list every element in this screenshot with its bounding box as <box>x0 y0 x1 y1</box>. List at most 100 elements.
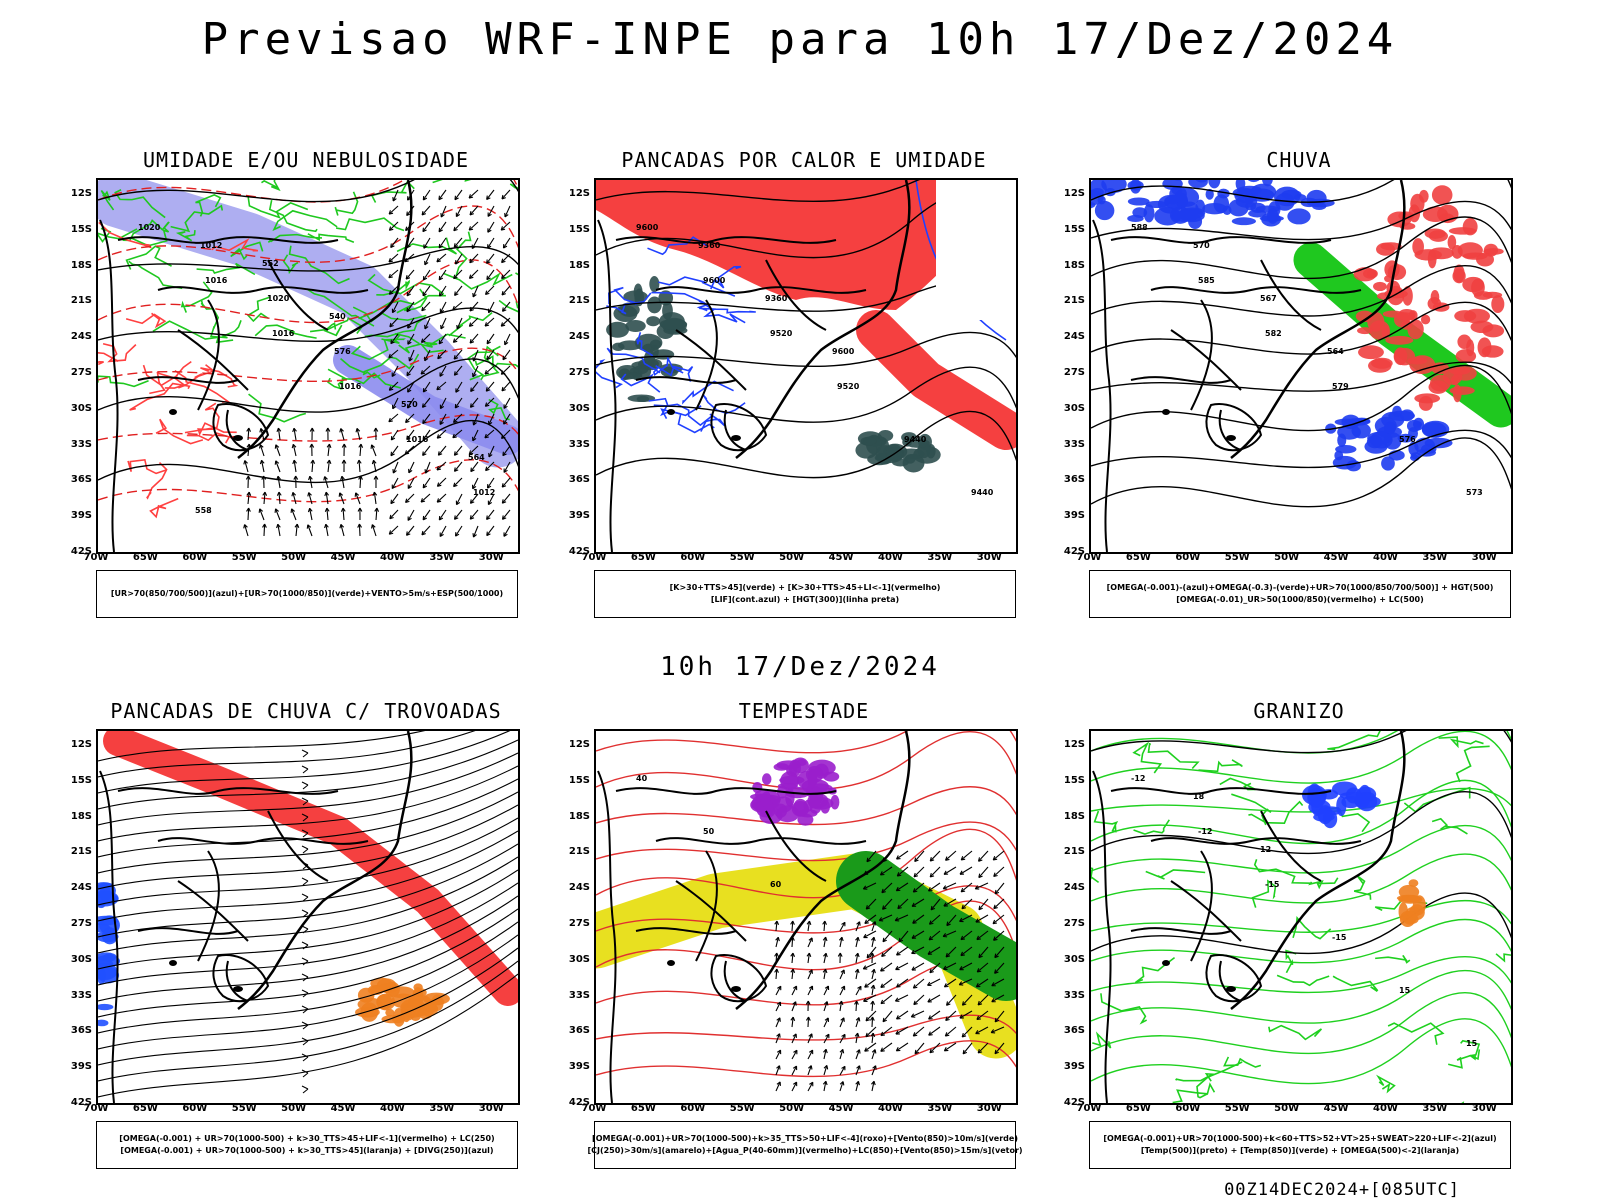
lat-tick-label: 21S <box>568 295 590 307</box>
lon-tick-label: 55W <box>729 552 755 563</box>
instability-red-band <box>856 310 1016 450</box>
thermal-dark-green-south <box>855 430 941 473</box>
lat-tick-label: 30S <box>568 953 590 965</box>
contour-label: 9360 <box>698 241 721 250</box>
contour-label: 567 <box>1260 294 1277 303</box>
lat-tick-label: 27S <box>70 918 92 929</box>
contour-label: 15 <box>1466 1039 1478 1048</box>
pressure-contours <box>98 180 518 484</box>
lat-tick-label: 12S <box>70 739 92 750</box>
contour-label: 1012 <box>473 488 495 497</box>
lat-tick-label: 33S <box>568 989 590 1001</box>
wind-vectors <box>388 189 511 538</box>
contour-label: 552 <box>262 259 279 268</box>
lat-tick-label: 27S <box>568 367 590 378</box>
contour-label: 576 <box>1399 435 1416 444</box>
contour-label: -15 <box>1265 880 1280 889</box>
lat-tick-label: 39S <box>568 1061 590 1073</box>
humidity-mid-levels-blue <box>98 180 518 468</box>
thickness-red-wiggles <box>98 221 259 519</box>
contour-label: 564 <box>1327 347 1344 356</box>
contour-label: 9440 <box>904 435 927 444</box>
temp500-contours-black <box>1091 731 1511 955</box>
wind850-green <box>836 851 1016 1001</box>
lat-tick-label: 18S <box>568 810 590 822</box>
lat-tick-label: 18S <box>1063 259 1085 271</box>
lon-tick-label: 60W <box>182 1103 208 1114</box>
lat-tick-label: 42S <box>70 546 92 557</box>
lat-tick-label: 21S <box>568 846 590 858</box>
lon-tick-label: 40W <box>379 1103 405 1114</box>
page-title: Previsao WRF-INPE para 10h 17/Dez/2024 <box>201 14 1399 65</box>
lat-tick-label: 42S <box>568 1097 590 1108</box>
lat-tick-label: 15S <box>70 774 92 786</box>
contour-label: 579 <box>1332 382 1349 391</box>
lat-tick-label: 39S <box>568 510 590 522</box>
lon-tick-label: 30W <box>478 552 504 563</box>
lat-tick-label: 42S <box>1063 546 1085 557</box>
wind850-vectors <box>862 850 1005 1055</box>
coastline-borders <box>99 731 413 1103</box>
contour-label: 9520 <box>837 382 860 391</box>
map-pancadas-trovoadas <box>96 729 520 1105</box>
map-granizo: -12 -12 -15 -15 15 15 18 12 <box>1089 729 1513 1105</box>
lat-tick-label: 36S <box>70 474 92 486</box>
contour-label: 570 <box>1193 241 1210 250</box>
lat-tick-label: 30S <box>70 953 92 965</box>
contour-label: 18 <box>1193 792 1205 801</box>
lat-tick-label: 30S <box>1063 402 1085 414</box>
contour-label: 570 <box>401 400 418 409</box>
coastline-borders <box>1092 731 1406 1103</box>
contour-label: 1016 <box>272 329 295 338</box>
lon-tick-label: 35W <box>1422 552 1448 563</box>
legend-line: [Temp(500)](preto) + [Temp(850)](verde) … <box>1140 1146 1460 1155</box>
lon-tick-label: 35W <box>927 552 953 563</box>
panel-title-tempestade: TEMPESTADE <box>738 699 870 723</box>
wind-vectors-south <box>243 427 380 537</box>
lat-tick-label: 18S <box>1063 810 1085 822</box>
contour-label: 582 <box>1265 329 1282 338</box>
lif-contours-blue <box>596 236 756 434</box>
coastline-borders <box>99 180 413 552</box>
lat-tick-label: 33S <box>1063 989 1085 1001</box>
legend-line: [LIF](cont.azul) + [HGT(300)](linha pret… <box>710 595 900 604</box>
contour-labels: -12 -12 -15 -15 15 15 18 12 <box>1131 774 1478 1048</box>
contour-label: 576 <box>334 347 351 356</box>
contour-label: -15 <box>1332 933 1347 942</box>
lon-tick-label: 35W <box>927 1103 953 1114</box>
hail-blue-area <box>1302 781 1381 829</box>
lon-tick-label: 70W <box>1076 1103 1102 1114</box>
lat-tick-label: 39S <box>1063 1061 1085 1073</box>
lat-tick-label: 15S <box>1063 223 1085 235</box>
lon-tick-label: 30W <box>976 552 1002 563</box>
contour-label: 558 <box>195 506 212 515</box>
lon-tick-label: 65W <box>132 552 158 563</box>
thunderstorm-orange-area <box>355 977 450 1027</box>
coastline-borders <box>1092 180 1406 552</box>
lon-tick-label: 50W <box>1274 552 1300 563</box>
legend-line: [OMEGA(-0.001)+UR>70(1000-500)+k>35_TTS>… <box>592 1134 1018 1143</box>
lon-tick-label: 65W <box>1125 552 1151 563</box>
coastline-borders <box>597 180 911 552</box>
lat-tick-label: 33S <box>1063 438 1085 450</box>
lon-tick-label: 55W <box>231 1103 257 1114</box>
contour-label: 9440 <box>971 488 994 497</box>
lat-tick-label: 27S <box>1063 918 1085 929</box>
contour-label: 9600 <box>703 276 726 285</box>
wind-streamlines-250 <box>98 731 518 1098</box>
legend-umidade: [UR>70(850/700/500)](azul)+[UR>70(1000/8… <box>96 570 518 618</box>
lat-tick-label: 27S <box>1063 367 1085 378</box>
lat-tick-label: 27S <box>568 918 590 929</box>
lat-tick-label: 24S <box>1063 331 1085 343</box>
lon-tick-label: 70W <box>581 1103 607 1114</box>
lat-tick-label: 30S <box>1063 953 1085 965</box>
legend-pancadas-trovoadas: [OMEGA(-0.001) + UR>70(1000-500) + k>30_… <box>96 1121 518 1169</box>
contour-label: 15 <box>1399 986 1411 995</box>
lon-tick-label: 40W <box>1372 552 1398 563</box>
lon-tick-label: 45W <box>1323 552 1349 563</box>
omega-blue-south <box>1325 405 1453 472</box>
lat-tick-label: 36S <box>1063 474 1085 486</box>
lat-tick-label: 12S <box>70 188 92 199</box>
lat-tick-label: 18S <box>568 259 590 271</box>
lat-tick-label: 21S <box>70 846 92 858</box>
